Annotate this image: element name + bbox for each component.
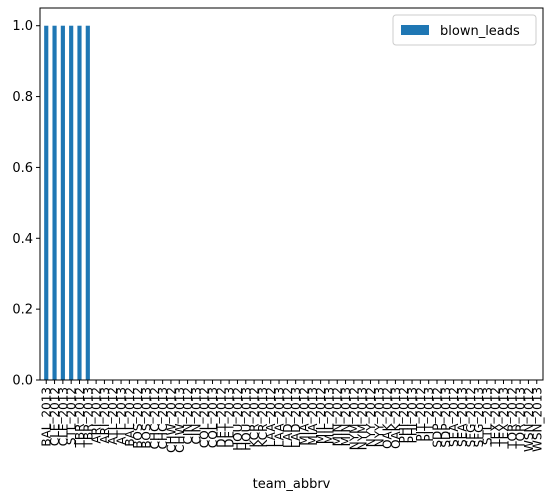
- x-tick-label: MIA_2013: [306, 387, 320, 446]
- x-tick-label: CIN_2013: [189, 387, 203, 444]
- x-tick-label: ARI_2013: [98, 387, 112, 444]
- x-tick-label: CHW_2012: [164, 387, 178, 453]
- plot-frame: [39, 7, 544, 381]
- x-tick-label: OAK_2012: [381, 387, 395, 449]
- bar-STL_2012: [69, 25, 74, 381]
- x-tick-label: MIL_2012: [314, 387, 328, 444]
- x-tick-label: TBR_2012: [73, 387, 87, 448]
- legend-label: blown_leads: [440, 24, 520, 39]
- bar-CLE_2012: [52, 25, 57, 381]
- x-tick-label: CHC_2013: [156, 387, 170, 449]
- x-tick-label: SFG_2013: [472, 387, 486, 447]
- x-tick-label: TOR_2012: [505, 387, 519, 450]
- x-tick-label: TEX_2013: [497, 387, 511, 448]
- x-tick-label: SFG_2012: [464, 387, 478, 447]
- x-tick-label: NYY_2013: [372, 387, 386, 447]
- x-tick-label: PHI_2013: [406, 387, 420, 443]
- x-tick-label: KCR_2013: [256, 387, 270, 447]
- x-tick-label: SEA_2012: [447, 387, 461, 447]
- x-tick-label: BAL_2012: [123, 387, 137, 447]
- x-tick-label: CIN_2012: [181, 387, 195, 444]
- x-tick-label: CLE_2012: [48, 387, 62, 446]
- x-tick-label: SEA_2013: [455, 387, 469, 447]
- bar-TBR_2012: [77, 25, 82, 381]
- y-tick-label: 1.0: [12, 19, 33, 34]
- x-tick-label: DET_2013: [223, 387, 237, 448]
- x-tick-label: NYY_2012: [364, 387, 378, 447]
- x-tick-label: OAK_2013: [389, 387, 403, 449]
- x-tick-label: TBR_2013: [81, 387, 95, 448]
- x-tick-label: TOR_2013: [514, 387, 528, 450]
- x-tick-label: STL_2013: [480, 387, 494, 445]
- x-tick-label: LAA_2012: [264, 387, 278, 447]
- bar-TBR_2013: [85, 25, 90, 381]
- x-tick-label: ATL_2012: [106, 387, 120, 445]
- x-tick-label: CLE_2013: [56, 387, 70, 446]
- x-tick-label: WSN_2012: [522, 387, 536, 452]
- legend-swatch: [401, 25, 429, 35]
- x-axis: BAL_2013CLE_2012CLE_2013STL_2012TBR_2012…: [40, 380, 544, 453]
- x-tick-label: NYM_2012: [347, 387, 361, 450]
- x-tick-label: TEX_2012: [489, 387, 503, 448]
- x-tick-label: BAL_2013: [40, 387, 54, 447]
- x-tick-label: MIN_2013: [339, 387, 353, 446]
- y-axis: 0.0 0.2 0.4 0.6 0.8 1.0: [12, 19, 40, 389]
- x-tick-label: LAD_2012: [281, 387, 295, 448]
- x-tick-label: BOS_2013: [140, 387, 154, 449]
- x-tick-label: PIT_2013: [422, 387, 436, 442]
- y-tick-label: 0.8: [12, 90, 33, 105]
- x-tick-label: DET_2012: [214, 387, 228, 448]
- x-tick-label: HOU_2013: [239, 387, 253, 451]
- y-tick-label: 0.0: [12, 374, 33, 389]
- y-tick-label: 0.4: [12, 232, 33, 247]
- x-tick-label: SDP_2012: [430, 387, 444, 448]
- x-tick-label: CHW_2013: [173, 387, 187, 453]
- bar-CLE_2013: [60, 25, 65, 381]
- x-tick-label: MIA_2012: [297, 387, 311, 446]
- x-tick-label: LAA_2013: [273, 387, 287, 447]
- y-tick-label: 0.2: [12, 303, 33, 318]
- x-tick-label: MIN_2012: [331, 387, 345, 446]
- x-tick-label: HOU_2012: [231, 387, 245, 451]
- x-tick-label: ARI_2012: [90, 387, 104, 444]
- x-tick-label: COL_2012: [198, 387, 212, 448]
- legend-box: [392, 14, 537, 46]
- x-tick-label: ATL_2013: [115, 387, 129, 445]
- x-tick-label: KCR_2012: [248, 387, 262, 447]
- y-tick-label: 0.6: [12, 161, 33, 176]
- x-tick-label: NYM_2013: [356, 387, 370, 450]
- x-tick-label: LAD_2013: [289, 387, 303, 448]
- x-tick-label: MIL_2013: [322, 387, 336, 444]
- x-tick-label: COL_2013: [206, 387, 220, 448]
- x-tick-label: BOS_2012: [131, 387, 145, 449]
- x-tick-label: WSN_2013: [530, 387, 544, 452]
- legend: blown_leads: [392, 14, 537, 46]
- bars-layer: [44, 25, 90, 381]
- bar-BAL_2013: [44, 25, 49, 381]
- x-axis-label: team_abbrv: [253, 477, 331, 492]
- x-tick-label: PIT_2012: [414, 387, 428, 442]
- x-tick-label: CHC_2012: [148, 387, 162, 449]
- x-tick-label: PHI_2012: [397, 387, 411, 443]
- x-tick-label: SDP_2013: [439, 387, 453, 448]
- x-tick-label: STL_2012: [65, 387, 79, 445]
